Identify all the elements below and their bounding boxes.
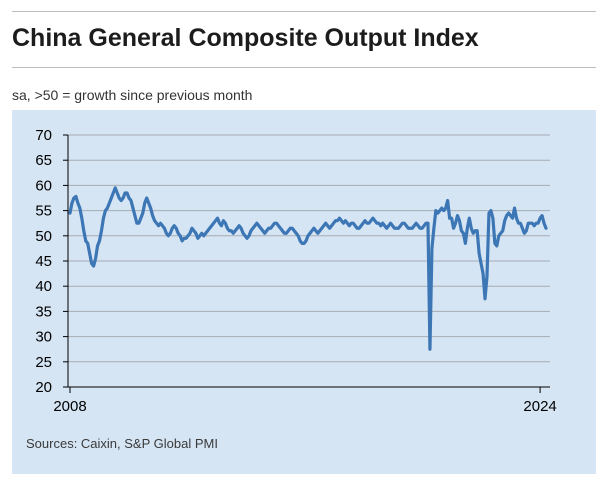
top-rule — [12, 11, 596, 12]
y-tick-label-55: 55 — [35, 203, 52, 220]
x-tick-label-2008: 2008 — [53, 398, 86, 415]
y-tick-label-25: 25 — [35, 354, 52, 371]
y-tick-label-70: 70 — [35, 127, 52, 144]
y-tick-label-30: 30 — [35, 329, 52, 346]
y-tick-label-45: 45 — [35, 253, 52, 270]
x-tick-label-2024: 2024 — [523, 398, 556, 415]
chart-subtitle: sa, >50 = growth since previous month — [12, 87, 253, 103]
chart-title: China General Composite Output Index — [12, 24, 479, 52]
axes — [63, 134, 550, 393]
series-layer — [68, 186, 548, 351]
title-rule — [12, 67, 596, 68]
line-chart: 20 25 30 35 40 45 50 55 60 65 70 2008 2024 — [35, 127, 556, 415]
y-tick-label-20: 20 — [35, 379, 52, 396]
source-note: Sources: Caixin, S&P Global PMI — [26, 436, 218, 451]
y-tick-label-35: 35 — [35, 303, 52, 320]
y-tick-label-60: 60 — [35, 177, 52, 194]
y-tick-label-65: 65 — [35, 152, 52, 169]
y-tick-label-40: 40 — [35, 278, 52, 295]
tick-labels: 20 25 30 35 40 45 50 55 60 65 70 2008 2024 — [35, 127, 556, 415]
series-line — [68, 186, 548, 351]
y-tick-label-50: 50 — [35, 228, 52, 245]
chart-panel: 20 25 30 35 40 45 50 55 60 65 70 2008 2024 Sources: … — [12, 110, 596, 474]
